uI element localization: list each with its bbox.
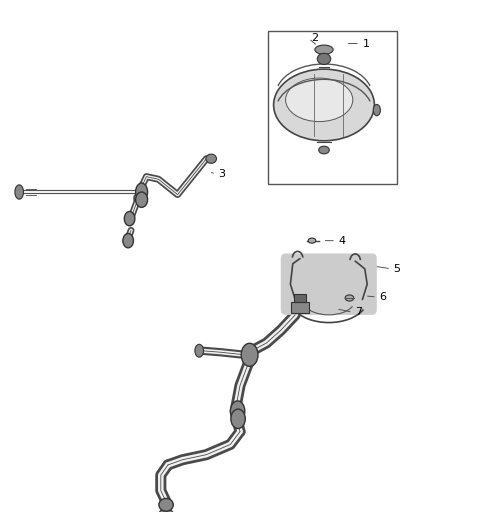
Ellipse shape xyxy=(241,343,258,367)
Ellipse shape xyxy=(230,401,245,421)
Ellipse shape xyxy=(373,104,381,116)
Text: 7: 7 xyxy=(355,307,362,317)
Ellipse shape xyxy=(308,238,316,243)
Text: 1: 1 xyxy=(362,38,370,49)
Text: 6: 6 xyxy=(379,292,386,302)
Bar xyxy=(268,31,397,184)
FancyBboxPatch shape xyxy=(281,253,377,315)
Ellipse shape xyxy=(315,45,333,54)
Ellipse shape xyxy=(274,69,374,141)
Ellipse shape xyxy=(206,154,216,163)
Text: 5: 5 xyxy=(394,264,401,274)
Ellipse shape xyxy=(124,211,135,226)
Ellipse shape xyxy=(135,192,148,207)
Ellipse shape xyxy=(15,185,24,199)
Ellipse shape xyxy=(195,344,204,357)
Ellipse shape xyxy=(123,233,133,248)
Ellipse shape xyxy=(345,295,354,301)
Ellipse shape xyxy=(231,409,245,429)
Text: 3: 3 xyxy=(218,169,226,179)
Ellipse shape xyxy=(317,53,331,65)
Bar xyxy=(294,294,306,302)
Ellipse shape xyxy=(319,146,329,154)
Ellipse shape xyxy=(286,78,353,121)
Bar xyxy=(291,302,309,313)
Ellipse shape xyxy=(135,183,148,201)
Ellipse shape xyxy=(159,509,173,512)
Text: 4: 4 xyxy=(338,236,346,246)
Ellipse shape xyxy=(159,498,173,511)
Text: 2: 2 xyxy=(311,33,318,44)
